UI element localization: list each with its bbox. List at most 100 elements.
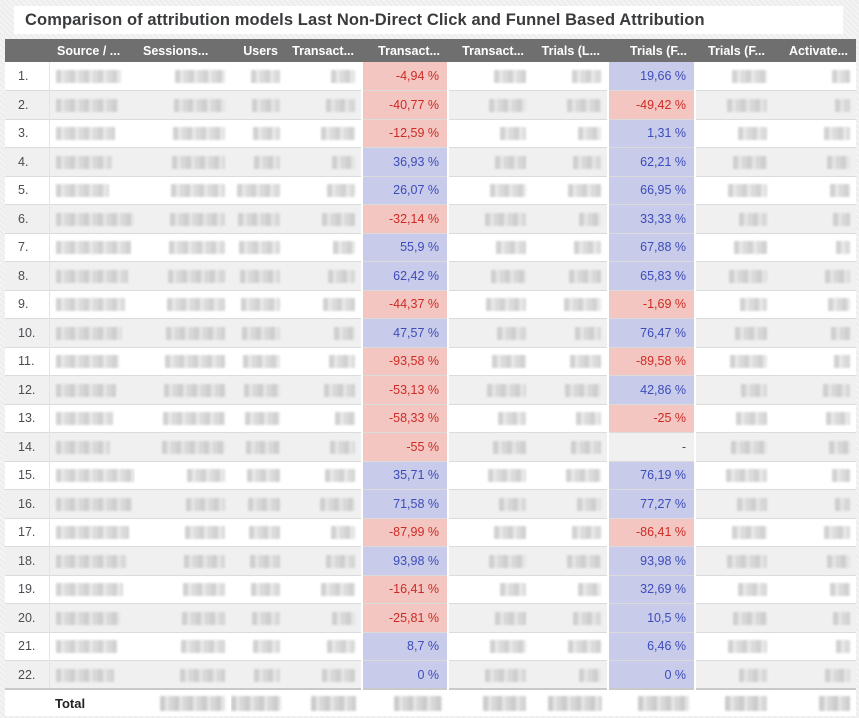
table-row: 16. 71,58 % 77,27 % (5, 489, 856, 519)
redacted-cell (448, 176, 532, 205)
redacted-value (567, 554, 601, 568)
redacted-value (730, 355, 767, 369)
redacted-cell (231, 262, 286, 291)
redacted-value (485, 212, 526, 226)
redacted-cell (135, 176, 231, 205)
trials-delta-cell: 93,98 % (607, 546, 696, 575)
row-index: 9. (5, 290, 50, 319)
redacted-value (55, 155, 112, 169)
column-header-source[interactable]: Source / ... (49, 39, 135, 62)
redacted-cell (49, 632, 135, 661)
redacted-cell (448, 547, 532, 576)
column-header-trials_fba[interactable]: Trials (F... (695, 39, 773, 62)
redacted-value (247, 469, 280, 483)
redacted-cell (135, 347, 231, 376)
redacted-value (251, 70, 280, 84)
redacted-value (572, 70, 601, 84)
redacted-value (569, 269, 601, 283)
table-row: 8. 62,42 % 65,83 % (5, 261, 856, 291)
row-index: 12. (5, 375, 50, 404)
redacted-cell (448, 91, 532, 120)
redacted-cell (448, 347, 532, 376)
redacted-value (829, 440, 850, 454)
column-header-users[interactable]: Users (231, 39, 286, 62)
table-row: 2. -40,77 % -49,42 % (5, 90, 856, 120)
redacted-value (494, 70, 526, 84)
redacted-value (160, 695, 225, 711)
column-header-sessions[interactable]: Sessions... (135, 39, 231, 62)
column-header-transactions_fba[interactable]: Transact... (448, 39, 532, 62)
redacted-cell (608, 689, 695, 716)
redacted-cell (231, 547, 286, 576)
redacted-value (55, 440, 110, 454)
row-index: 18. (5, 546, 50, 575)
redacted-cell (231, 575, 286, 604)
trials-delta-cell: 67,88 % (607, 233, 696, 262)
redacted-value (485, 668, 526, 682)
redacted-value (332, 155, 355, 169)
redacted-value (186, 497, 225, 511)
redacted-cell (286, 148, 362, 177)
redacted-cell (773, 62, 856, 91)
column-header-trials_lndc[interactable]: Trials (L... (532, 39, 608, 62)
redacted-value (254, 668, 280, 682)
redacted-value (321, 127, 355, 141)
transactions-delta-cell: -40,77 % (361, 90, 449, 119)
redacted-value (832, 469, 850, 483)
redacted-value (728, 184, 767, 198)
report-title: Comparison of attribution models Last No… (25, 10, 705, 29)
table-header-row: Source / ... Sessions... Users Transact... T… (5, 39, 856, 62)
transactions-delta-cell: 71,58 % (361, 489, 449, 518)
redacted-cell (135, 319, 231, 348)
redacted-value (55, 526, 129, 540)
redacted-value (835, 497, 850, 511)
redacted-value (55, 98, 118, 112)
redacted-cell (695, 148, 773, 177)
column-header-trials_delta[interactable]: Trials (F... (608, 39, 695, 62)
redacted-cell (231, 119, 286, 148)
redacted-value (731, 440, 767, 454)
redacted-cell (231, 490, 286, 519)
redacted-cell (773, 290, 856, 319)
redacted-value (311, 695, 356, 711)
redacted-value (827, 554, 850, 568)
redacted-value (253, 127, 280, 141)
column-header-activations[interactable]: Activate... (773, 39, 856, 62)
redacted-cell (695, 575, 773, 604)
redacted-cell (448, 575, 532, 604)
redacted-cell (448, 404, 532, 433)
transactions-delta-cell: -93,58 % (361, 347, 449, 376)
redacted-value (55, 298, 125, 312)
redacted-value (725, 695, 767, 711)
redacted-value (491, 269, 526, 283)
redacted-cell (49, 547, 135, 576)
redacted-value (394, 695, 442, 711)
redacted-value (167, 298, 225, 312)
redacted-cell (231, 404, 286, 433)
column-header-num[interactable] (5, 39, 49, 62)
redacted-value (495, 611, 526, 625)
redacted-cell (532, 604, 608, 633)
redacted-cell (286, 233, 362, 262)
redacted-value (493, 440, 526, 454)
redacted-cell (695, 604, 773, 633)
redacted-cell (448, 205, 532, 234)
table-row: 1. -4,94 % 19,66 % (5, 62, 856, 91)
redacted-value (568, 640, 601, 654)
total-row: Total (5, 689, 856, 716)
redacted-cell (49, 404, 135, 433)
redacted-cell (231, 62, 286, 91)
redacted-value (55, 212, 134, 226)
redacted-cell (532, 376, 608, 405)
trials-delta-cell: 76,19 % (607, 461, 696, 490)
redacted-value (322, 212, 355, 226)
redacted-value (579, 668, 601, 682)
redacted-value (638, 695, 689, 711)
redacted-cell (532, 490, 608, 519)
column-header-transactions_lndc[interactable]: Transact... (286, 39, 362, 62)
redacted-value (246, 440, 280, 454)
column-header-transactions_delta[interactable]: Transact... (362, 39, 448, 62)
redacted-value (489, 98, 526, 112)
redacted-cell (695, 632, 773, 661)
redacted-value (244, 383, 280, 397)
